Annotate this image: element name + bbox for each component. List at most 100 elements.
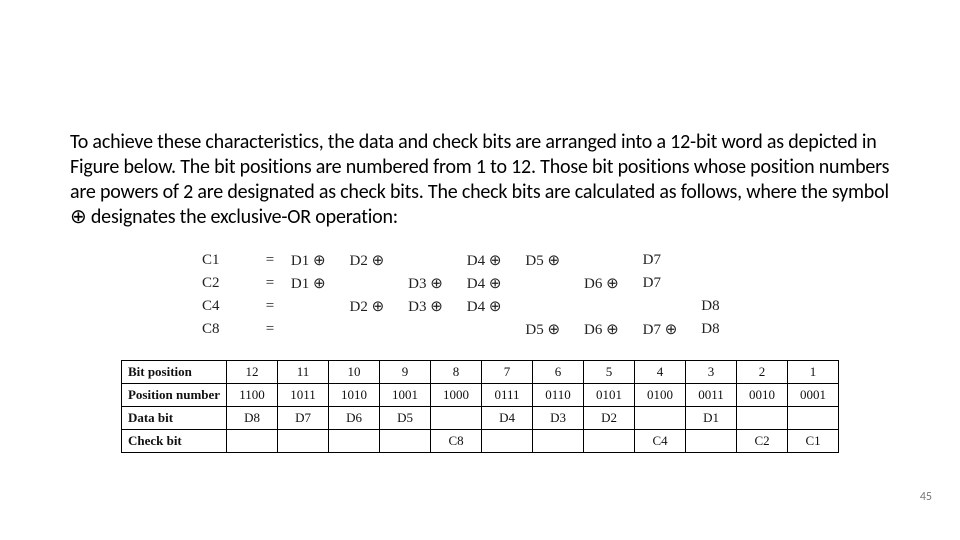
cell: 3 — [686, 361, 737, 384]
eq-term: D2 ⊕ — [350, 250, 407, 271]
cell: 0111 — [482, 384, 533, 407]
cell — [431, 407, 482, 430]
eq-label: C4 — [202, 296, 264, 317]
eq-equals: = — [266, 296, 289, 317]
cell — [584, 430, 635, 453]
eq-term — [584, 296, 641, 317]
check-bit-equations: C1 = D1 ⊕ D2 ⊕ D4 ⊕ D5 ⊕ D7 C2 = D1 ⊕ D3… — [200, 248, 760, 342]
cell: D7 — [278, 407, 329, 430]
eq-term — [525, 273, 582, 294]
eq-term: D2 ⊕ — [350, 296, 407, 317]
cell: D3 — [533, 407, 584, 430]
cell: 0110 — [533, 384, 584, 407]
eq-term — [350, 319, 407, 340]
cell: 1 — [788, 361, 839, 384]
eq-term: D7 — [643, 273, 700, 294]
bit-position-table: Bit position 12 11 10 9 8 7 6 5 4 3 2 1 … — [121, 360, 839, 453]
cell: 12 — [227, 361, 278, 384]
cell: 8 — [431, 361, 482, 384]
eq-term: D7 — [643, 250, 700, 271]
cell: C8 — [431, 430, 482, 453]
cell: D4 — [482, 407, 533, 430]
cell: 9 — [380, 361, 431, 384]
cell: 0100 — [635, 384, 686, 407]
cell — [482, 430, 533, 453]
eq-term: D8 — [701, 319, 758, 340]
cell: 0011 — [686, 384, 737, 407]
cell: C2 — [737, 430, 788, 453]
eq-equals: = — [266, 273, 289, 294]
cell — [533, 430, 584, 453]
cell — [737, 407, 788, 430]
cell: 2 — [737, 361, 788, 384]
cell: D6 — [329, 407, 380, 430]
eq-term: D1 ⊕ — [291, 250, 348, 271]
eq-term: D4 ⊕ — [467, 296, 524, 317]
cell — [686, 430, 737, 453]
eq-term — [525, 296, 582, 317]
eq-term — [291, 296, 348, 317]
eq-equals: = — [266, 250, 289, 271]
eq-term: D5 ⊕ — [525, 319, 582, 340]
cell: 11 — [278, 361, 329, 384]
eq-term: D4 ⊕ — [467, 250, 524, 271]
cell: 5 — [584, 361, 635, 384]
cell: 1000 — [431, 384, 482, 407]
cell — [329, 430, 380, 453]
equation-row-c4: C4 = D2 ⊕ D3 ⊕ D4 ⊕ D8 — [202, 296, 758, 317]
eq-term — [643, 296, 700, 317]
page-number: 45 — [920, 490, 932, 504]
cell: 6 — [533, 361, 584, 384]
row-header: Bit position — [121, 361, 226, 384]
equation-row-c2: C2 = D1 ⊕ D3 ⊕ D4 ⊕ D6 ⊕ D7 — [202, 273, 758, 294]
cell: 1010 — [329, 384, 380, 407]
eq-term: D6 ⊕ — [584, 319, 641, 340]
eq-term: D7 ⊕ — [643, 319, 700, 340]
equation-row-c1: C1 = D1 ⊕ D2 ⊕ D4 ⊕ D5 ⊕ D7 — [202, 250, 758, 271]
table-row-bit-position: Bit position 12 11 10 9 8 7 6 5 4 3 2 1 — [121, 361, 838, 384]
row-header: Position number — [121, 384, 226, 407]
cell: 0010 — [737, 384, 788, 407]
eq-term — [467, 319, 524, 340]
cell: C4 — [635, 430, 686, 453]
eq-term: D3 ⊕ — [408, 296, 465, 317]
body-paragraph: To achieve these characteristics, the da… — [70, 130, 890, 230]
eq-term — [701, 273, 758, 294]
cell: 1011 — [278, 384, 329, 407]
eq-term — [350, 273, 407, 294]
table-row-data-bit: Data bit D8 D7 D6 D5 D4 D3 D2 D1 — [121, 407, 838, 430]
slide: To achieve these characteristics, the da… — [0, 0, 960, 540]
cell: 0001 — [788, 384, 839, 407]
eq-term — [408, 319, 465, 340]
cell — [788, 407, 839, 430]
eq-term — [408, 250, 465, 271]
cell: C1 — [788, 430, 839, 453]
cell — [227, 430, 278, 453]
table-row-check-bit: Check bit C8 C4 C2 C1 — [121, 430, 838, 453]
equation-row-c8: C8 = D5 ⊕ D6 ⊕ D7 ⊕ D8 — [202, 319, 758, 340]
eq-term — [291, 319, 348, 340]
cell: 4 — [635, 361, 686, 384]
eq-label: C8 — [202, 319, 264, 340]
cell: 10 — [329, 361, 380, 384]
row-header: Check bit — [121, 430, 226, 453]
eq-label: C1 — [202, 250, 264, 271]
cell: D5 — [380, 407, 431, 430]
eq-label: C2 — [202, 273, 264, 294]
table-row-position-number: Position number 1100 1011 1010 1001 1000… — [121, 384, 838, 407]
eq-term — [701, 250, 758, 271]
cell: D8 — [227, 407, 278, 430]
cell: 1001 — [380, 384, 431, 407]
eq-equals: = — [266, 319, 289, 340]
row-header: Data bit — [121, 407, 226, 430]
eq-term: D4 ⊕ — [467, 273, 524, 294]
cell: 0101 — [584, 384, 635, 407]
eq-term: D8 — [701, 296, 758, 317]
cell: D1 — [686, 407, 737, 430]
eq-term: D3 ⊕ — [408, 273, 465, 294]
cell — [635, 407, 686, 430]
cell: 1100 — [227, 384, 278, 407]
cell: 7 — [482, 361, 533, 384]
eq-term: D1 ⊕ — [291, 273, 348, 294]
cell — [380, 430, 431, 453]
